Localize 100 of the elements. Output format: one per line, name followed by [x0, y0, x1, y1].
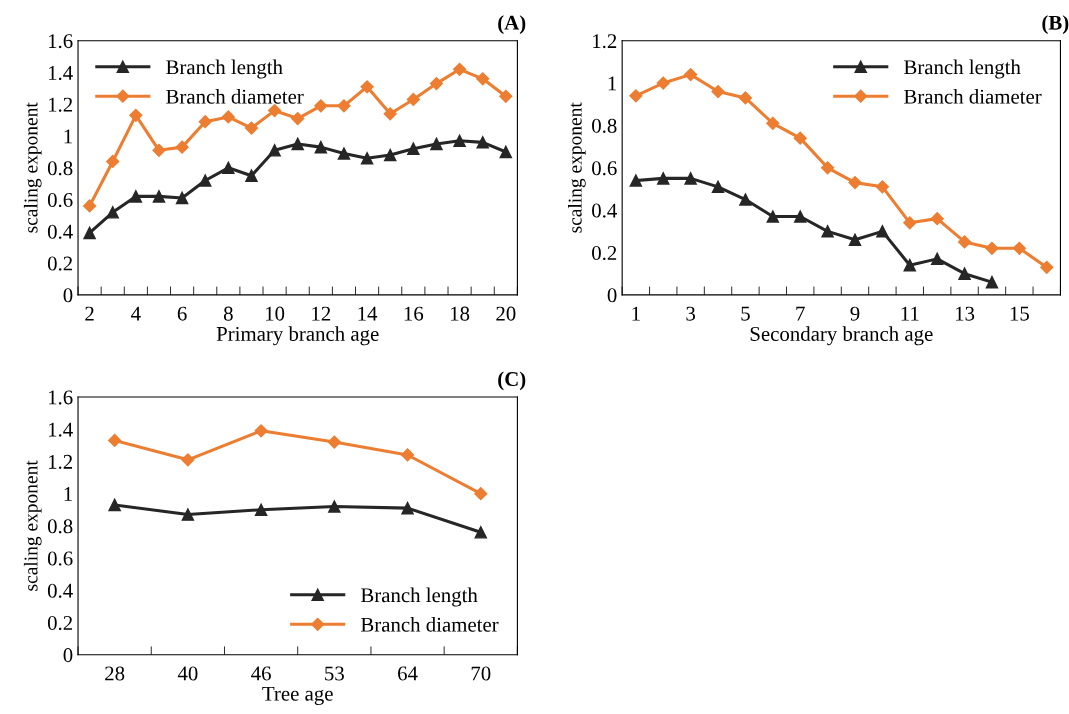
legend-label: Branch diameter — [166, 89, 304, 104]
point — [739, 193, 752, 206]
point — [83, 226, 96, 240]
point — [1040, 260, 1054, 274]
y-tick-label: 1.4 — [48, 65, 73, 80]
point — [181, 508, 195, 521]
point — [152, 190, 166, 203]
point — [129, 108, 143, 122]
legend-label: Branch length — [166, 59, 283, 79]
y-tick-label: 0.2 — [47, 256, 73, 271]
x-tick-label: 53 — [325, 666, 344, 681]
y-axis-title: scaling exponent — [568, 102, 586, 233]
point — [793, 210, 807, 223]
point — [181, 453, 195, 467]
point — [175, 191, 189, 205]
point — [198, 115, 212, 129]
point — [1012, 241, 1026, 255]
y-tick-label: 1.4 — [48, 422, 73, 437]
point — [684, 68, 698, 82]
point — [476, 72, 490, 86]
y-axis-title: scaling exponent — [23, 460, 42, 591]
y-tick-label: 0.8 — [47, 161, 73, 176]
x-tick-label: 12 — [312, 306, 331, 321]
x-tick-label: 2 — [85, 306, 94, 321]
point — [711, 180, 725, 194]
legend-label: Branch diameter — [904, 89, 1042, 104]
point — [268, 144, 281, 157]
point — [222, 161, 235, 175]
point — [198, 174, 212, 187]
y-tick-label: 0.8 — [592, 118, 617, 133]
point — [337, 99, 351, 113]
point — [400, 448, 415, 462]
point — [930, 252, 944, 266]
x-tick-label: 7 — [796, 306, 805, 321]
x-tick-label: 15 — [1010, 306, 1029, 321]
point — [453, 134, 466, 148]
y-tick-label: 0.6 — [47, 192, 73, 208]
x-tick-label: 10 — [266, 306, 285, 321]
point — [985, 241, 999, 255]
chart-title: (B) — [1042, 15, 1069, 35]
point — [254, 503, 268, 517]
x-axis-title: Secondary branch age — [750, 326, 933, 346]
x-tick-label: 46 — [251, 666, 271, 681]
point — [711, 84, 725, 99]
legend-label: Branch length — [904, 59, 1021, 79]
point — [106, 206, 119, 219]
point — [254, 424, 268, 438]
x-tick-label: 20 — [496, 306, 516, 321]
point — [684, 172, 697, 185]
y-tick-label: 1.2 — [593, 34, 617, 49]
point — [474, 487, 488, 501]
point — [738, 91, 753, 105]
point — [429, 77, 444, 91]
point — [328, 500, 341, 513]
point — [268, 104, 282, 118]
x-tick-label: 16 — [404, 306, 424, 321]
point — [108, 433, 122, 448]
point — [985, 275, 999, 289]
point — [766, 116, 780, 130]
y-tick-label: 1 — [608, 76, 617, 91]
y-tick-label: 0.4 — [47, 583, 73, 598]
point — [314, 140, 328, 154]
point — [476, 136, 489, 149]
x-tick-label: 70 — [471, 666, 491, 681]
point — [291, 111, 305, 126]
point — [327, 435, 341, 449]
point — [360, 80, 374, 94]
chart-title: (A) — [498, 15, 526, 35]
point — [337, 147, 351, 160]
x-tick-label: 6 — [177, 306, 187, 321]
point — [291, 137, 304, 151]
point — [629, 174, 643, 187]
legend-label: Branch length — [361, 587, 478, 607]
point — [903, 216, 917, 230]
point — [629, 89, 643, 103]
point — [821, 161, 835, 175]
point — [383, 148, 397, 162]
x-axis-title: Tree age — [262, 686, 333, 706]
point — [499, 145, 513, 159]
x-tick-label: 8 — [223, 306, 233, 321]
x-tick-label: 11 — [901, 306, 919, 321]
x-tick-label: 3 — [686, 306, 696, 321]
point — [958, 267, 971, 280]
point — [821, 225, 834, 238]
x-tick-label: 28 — [105, 666, 125, 681]
point — [957, 235, 972, 249]
y-axis-title: scaling exponent — [23, 102, 42, 233]
point — [244, 121, 259, 135]
x-tick-label: 13 — [955, 306, 975, 321]
point — [430, 137, 443, 151]
point — [401, 501, 414, 515]
x-tick-label: 1 — [632, 306, 640, 321]
point — [383, 107, 397, 121]
point — [108, 498, 121, 512]
y-tick-label: 1.2 — [48, 454, 73, 469]
point — [876, 225, 889, 238]
y-tick-label: 0.2 — [47, 615, 73, 631]
legend-label: Branch diameter — [361, 617, 499, 632]
y-tick-label: 0 — [63, 288, 73, 303]
point — [407, 142, 420, 155]
